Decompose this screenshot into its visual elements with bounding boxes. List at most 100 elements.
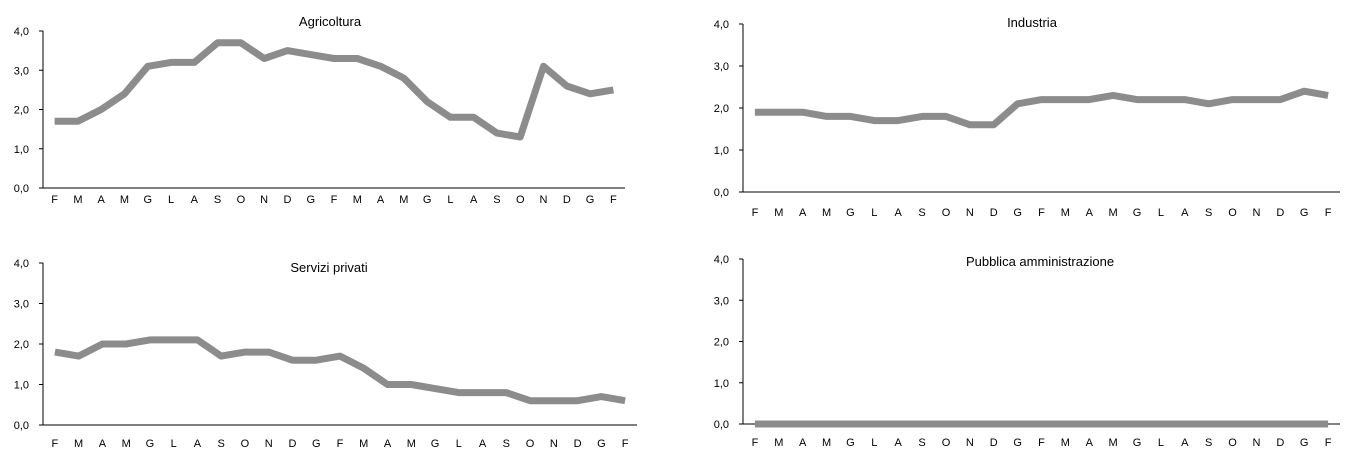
series-line <box>54 39 614 141</box>
x-tick-label: A <box>1086 207 1094 219</box>
x-tick-label: O <box>241 438 250 450</box>
x-tick-label: M <box>120 194 129 206</box>
x-tick-label: A <box>377 194 385 206</box>
x-tick-label: A <box>479 438 487 450</box>
x-tick-label: A <box>799 207 807 219</box>
x-tick-label: S <box>503 438 510 450</box>
y-tick-label: 2,0 <box>714 337 729 349</box>
x-tick-label: A <box>799 437 807 449</box>
x-tick-label: S <box>1205 437 1212 449</box>
y-tick-label: 2,0 <box>14 339 29 351</box>
x-tick-label: G <box>1133 437 1142 449</box>
y-tick-label: 1,0 <box>14 144 29 156</box>
x-tick-label: M <box>1109 437 1118 449</box>
x-tick-label: O <box>526 438 535 450</box>
x-tick-label: S <box>218 438 225 450</box>
y-tick-label: 3,0 <box>714 61 729 73</box>
x-tick-label: G <box>143 194 152 206</box>
x-tick-label: D <box>563 194 571 206</box>
x-tick-label: D <box>283 194 291 206</box>
y-tick-label: 4,0 <box>714 254 729 266</box>
x-tick-label: L <box>871 437 877 449</box>
y-tick-label: 3,0 <box>14 299 29 311</box>
x-tick-label: G <box>146 438 155 450</box>
x-tick-label: S <box>1205 207 1212 219</box>
x-tick-label: A <box>99 438 107 450</box>
x-tick-label: O <box>1228 437 1237 449</box>
x-tick-label: N <box>265 438 273 450</box>
x-tick-label: F <box>1038 207 1045 219</box>
y-tick-label: 3,0 <box>714 295 729 307</box>
x-tick-label: N <box>260 194 268 206</box>
x-tick-label: F <box>622 438 629 450</box>
x-tick-label: G <box>597 438 606 450</box>
y-tick-label: 1,0 <box>714 378 729 390</box>
x-tick-label: F <box>1325 207 1332 219</box>
y-tick-label: 4,0 <box>714 19 729 31</box>
chart-panel-2: Industria 0,0 1,0 2,0 3,0 4,0 F M A M G L A S O N D G F M A M… <box>714 15 1340 219</box>
x-tick-label: G <box>312 438 321 450</box>
y-tick-label: 4,0 <box>14 26 29 38</box>
x-tick-label: L <box>1158 207 1164 219</box>
x-tick-label: F <box>337 438 344 450</box>
x-tick-label: M <box>1109 207 1118 219</box>
x-tick-label: G <box>423 194 432 206</box>
x-tick-label: D <box>1276 437 1284 449</box>
y-tick-label: 4,0 <box>14 258 29 270</box>
chart-panel-4: Pubblica amministrazione 0,0 1,0 2,0 3,0 4,0 F… <box>714 254 1340 449</box>
x-tick-label: O <box>942 207 951 219</box>
x-tick-label: F <box>1038 437 1045 449</box>
x-tick-label: D <box>990 207 998 219</box>
x-tick-label: A <box>470 194 478 206</box>
x-tick-label: M <box>822 437 831 449</box>
x-tick-label: G <box>1013 207 1022 219</box>
x-tick-label: L <box>447 194 453 206</box>
x-tick-label: M <box>774 207 783 219</box>
x-tick-label: G <box>431 438 440 450</box>
x-tick-label: N <box>540 194 548 206</box>
chart-panel-1: Agricoltura 0,0 1,0 2,0 3,0 4,0 F M A M G L A S O N D G F M… <box>14 14 625 206</box>
x-tick-label: M <box>74 438 83 450</box>
x-tick-label: A <box>1181 207 1189 219</box>
x-tick-label: G <box>1300 207 1309 219</box>
y-tick-label: 0,0 <box>714 419 729 431</box>
x-tick-label: M <box>353 194 362 206</box>
x-tick-label: G <box>846 437 855 449</box>
x-tick-label: G <box>306 194 315 206</box>
series-line <box>54 336 626 405</box>
x-tick-label: M <box>407 438 416 450</box>
x-tick-label: M <box>1061 437 1070 449</box>
x-tick-label: L <box>1158 437 1164 449</box>
chart-title: Industria <box>1007 15 1058 30</box>
x-tick-label: O <box>237 194 246 206</box>
x-tick-label: L <box>456 438 462 450</box>
x-tick-label: M <box>73 194 82 206</box>
x-tick-label: F <box>610 194 617 206</box>
x-tick-label: L <box>171 438 177 450</box>
x-tick-label: M <box>122 438 131 450</box>
x-tick-label: D <box>1276 207 1284 219</box>
x-tick-label: N <box>966 207 974 219</box>
x-tick-label: F <box>1325 437 1332 449</box>
x-tick-label: F <box>331 194 338 206</box>
x-tick-label: A <box>1086 437 1094 449</box>
x-tick-label: L <box>871 207 877 219</box>
x-tick-label: A <box>384 438 392 450</box>
x-tick-label: S <box>918 207 925 219</box>
x-tick-label: F <box>52 438 59 450</box>
series-line <box>754 87 1329 129</box>
x-tick-label: A <box>191 194 199 206</box>
x-tick-label: G <box>586 194 595 206</box>
x-tick-label: G <box>1013 437 1022 449</box>
x-tick-label: F <box>752 437 759 449</box>
x-tick-label: O <box>1228 207 1237 219</box>
x-tick-label: O <box>516 194 525 206</box>
x-tick-label: A <box>98 194 106 206</box>
y-tick-label: 0,0 <box>14 420 29 432</box>
x-tick-label: A <box>194 438 202 450</box>
x-tick-label: G <box>1133 207 1142 219</box>
x-tick-label: L <box>168 194 174 206</box>
y-tick-label: 1,0 <box>14 380 29 392</box>
x-tick-label: N <box>1252 207 1260 219</box>
